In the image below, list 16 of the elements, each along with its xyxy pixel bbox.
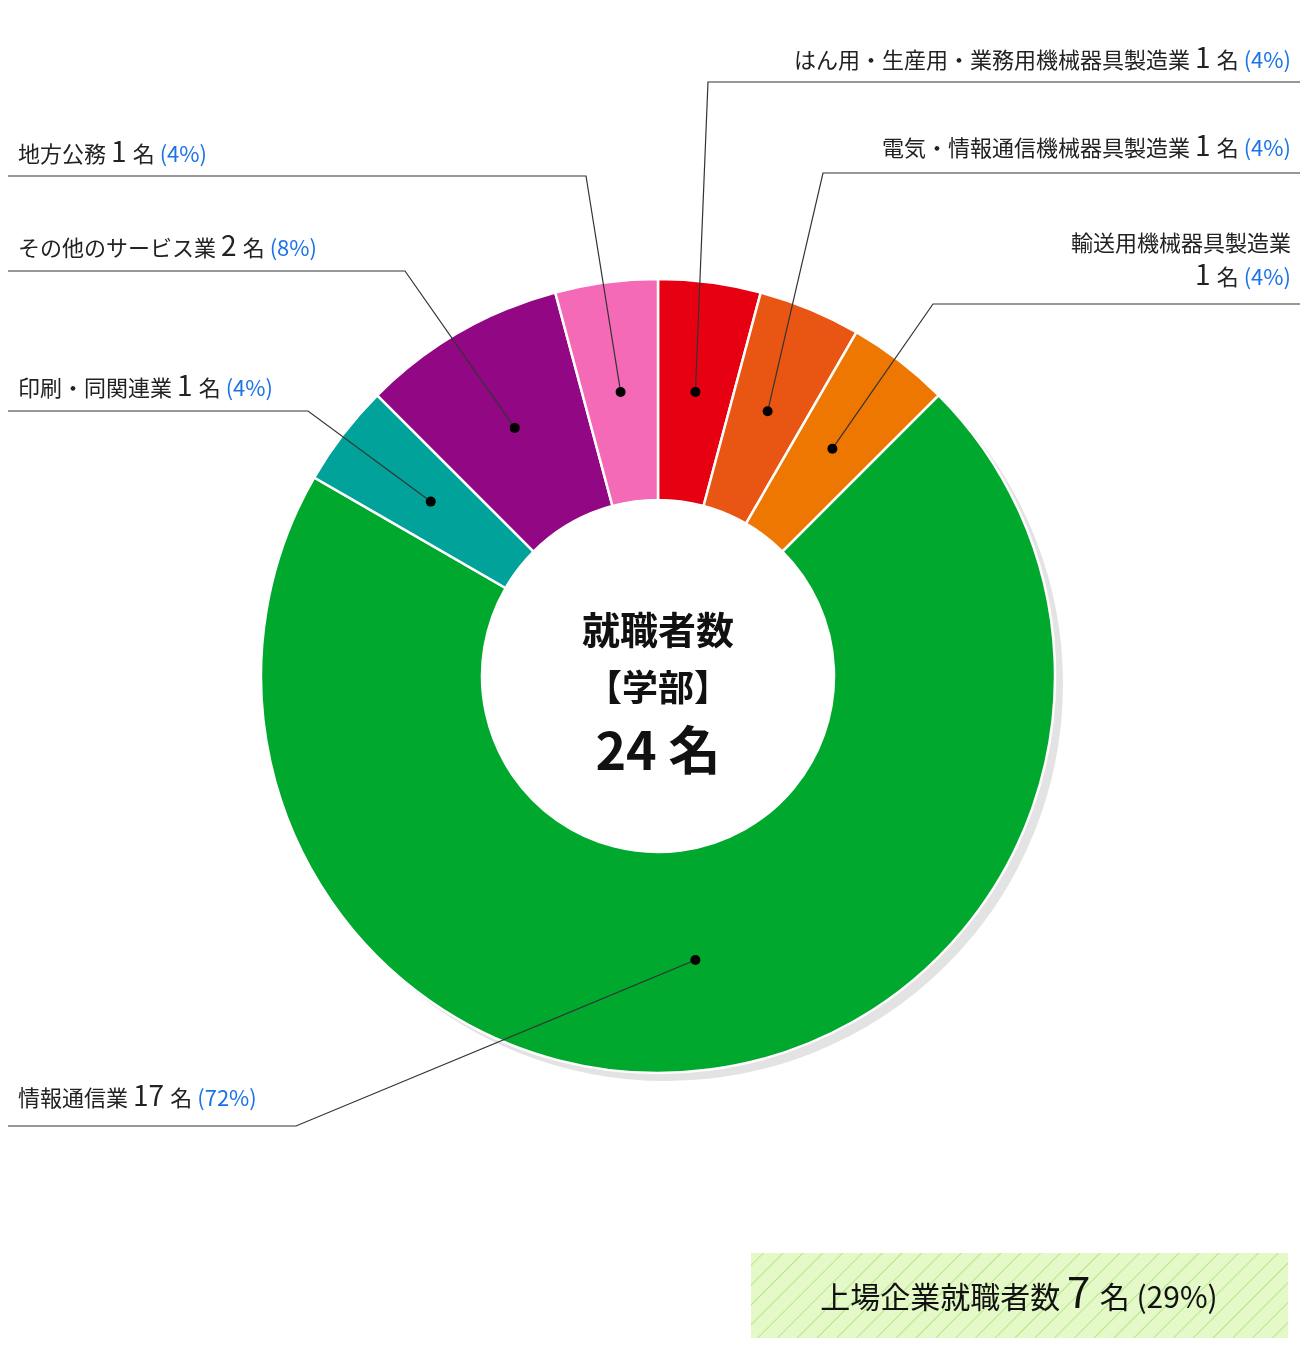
slice-label: 電気・情報通信機械器具製造業 [881,130,1195,162]
data-label: 2 名 (8%) [220,224,318,264]
slice-label: はん用・生産用・業務用機械器具製造業 [793,42,1195,74]
slice-label: 情報通信業 [18,1080,133,1112]
data-label: 1 名 (4%) [1194,36,1291,76]
slice-label: 印刷・同関連業 [18,370,177,402]
slice-label: 地方公務 [18,136,111,168]
text: 24 名 [595,710,721,785]
text: 就職者数 [581,600,735,655]
text: 上場企業就職者数 7 名 (29%) [820,1259,1218,1320]
data-label: 1 名 (4%) [1194,124,1291,164]
data-label: 1 名 (4%) [176,364,274,404]
slice-label: その他のサービス業 [18,230,221,262]
text: 【学部】 [585,659,731,711]
data-label: 1 名 (4%) [110,130,208,170]
data-label: 17 名 (72%) [132,1074,257,1114]
